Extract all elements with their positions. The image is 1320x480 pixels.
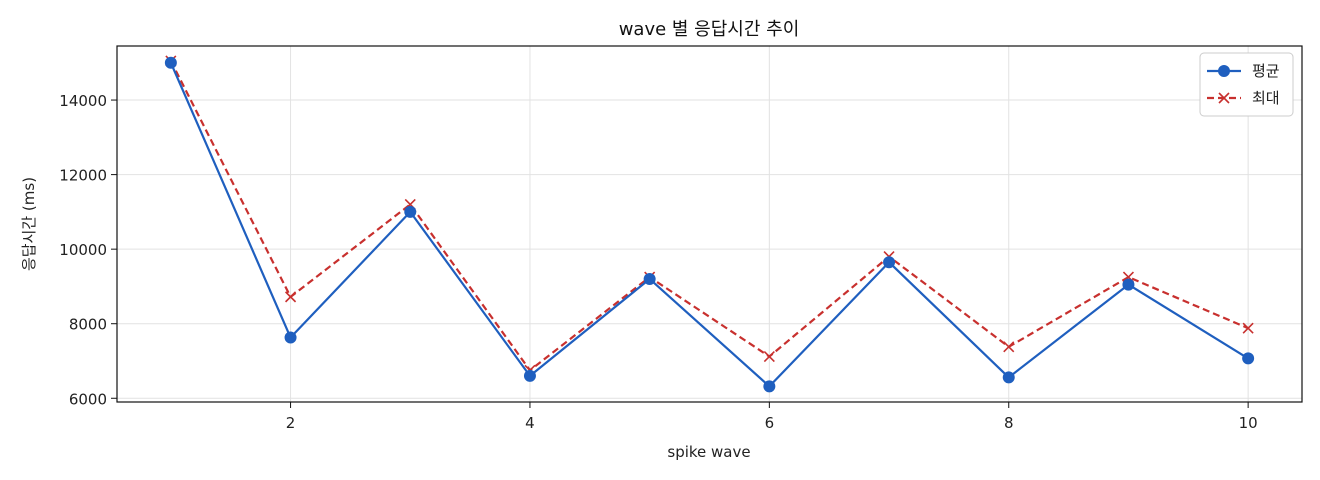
legend-label: 평균 <box>1252 62 1280 80</box>
series-line-avg <box>169 62 1249 388</box>
x-tick-label: 4 <box>525 414 535 432</box>
data-point <box>883 256 896 269</box>
x-tick-label: 10 <box>1239 414 1258 432</box>
data-point <box>1242 322 1254 334</box>
chart-title: wave 별 응답시간 추이 <box>619 19 800 40</box>
y-tick-label: 6000 <box>69 390 107 408</box>
data-point <box>1003 341 1015 353</box>
legend-marker <box>1218 65 1230 77</box>
data-point <box>284 291 297 303</box>
data-point <box>284 331 297 344</box>
data-point <box>763 380 776 393</box>
data-point <box>523 369 536 382</box>
x-axis-title: spike wave <box>667 443 750 461</box>
x-tick-label: 6 <box>765 414 775 432</box>
y-tick-label: 14000 <box>59 92 107 110</box>
plot-area-frame <box>116 45 1303 403</box>
y-axis-title: 응답시간 (ms) <box>20 177 38 271</box>
series-layer <box>164 55 1255 393</box>
legend-label: 최대 <box>1252 89 1280 107</box>
data-point <box>643 272 656 285</box>
x-tick-label: 2 <box>286 414 296 432</box>
legend-marker <box>1218 92 1230 104</box>
data-point <box>1122 278 1135 291</box>
data-point <box>1242 352 1255 365</box>
y-tick-label: 8000 <box>69 316 107 334</box>
series-line-max <box>169 60 1249 372</box>
data-point <box>164 56 177 69</box>
y-tick-label: 12000 <box>59 167 107 185</box>
x-tick-label: 8 <box>1004 414 1014 432</box>
grid <box>117 46 1302 402</box>
axis-ticks: 2 4 6 8 10 6000 8000 10000 12000 14000 <box>59 92 1257 432</box>
data-point <box>404 205 417 218</box>
data-point <box>1002 371 1015 384</box>
data-point <box>763 350 775 363</box>
y-tick-label: 10000 <box>59 241 107 259</box>
